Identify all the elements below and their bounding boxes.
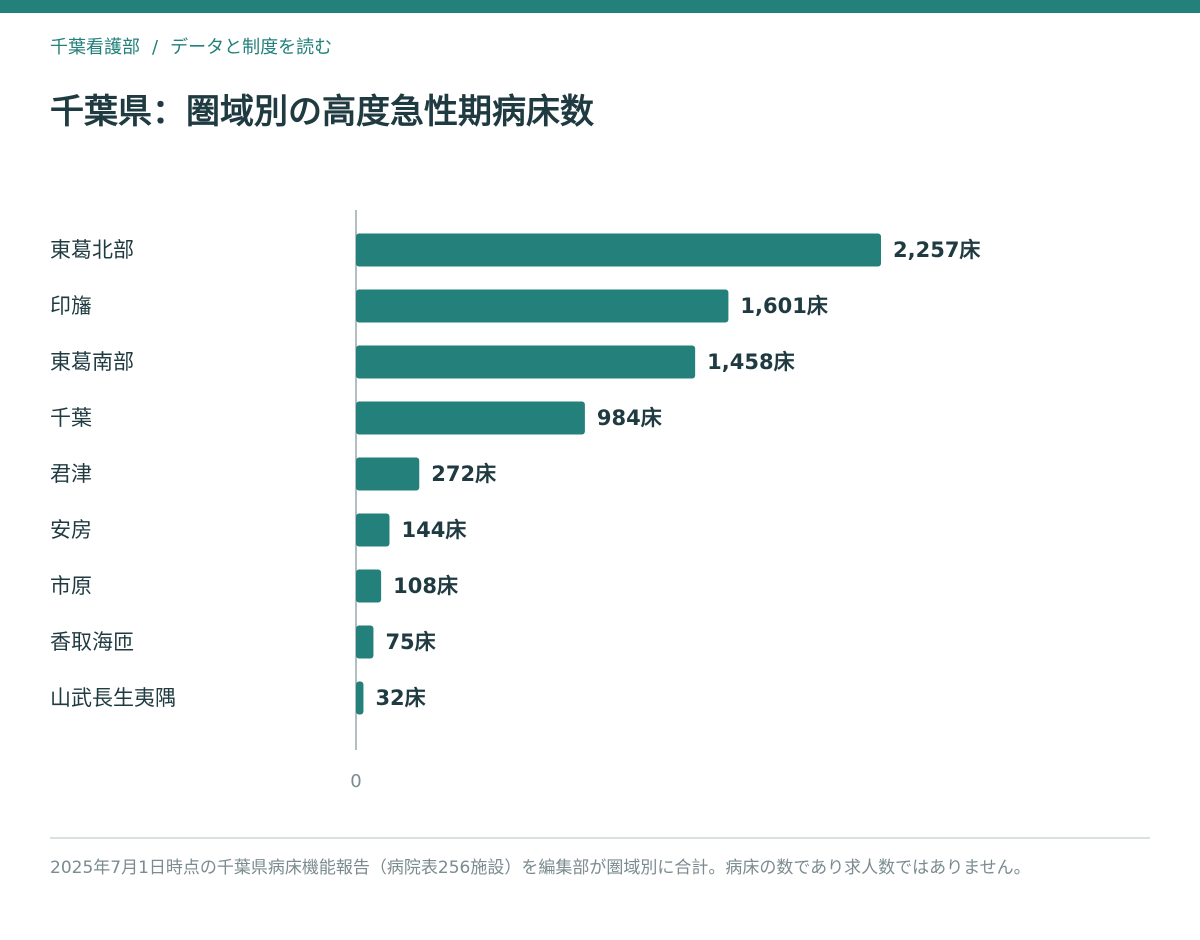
breadcrumb-separator: / (152, 37, 159, 58)
bar (356, 513, 390, 547)
bar (356, 569, 382, 603)
category-label: 千葉 (50, 406, 92, 430)
bar (356, 233, 881, 267)
footnote-divider (50, 837, 1150, 839)
value-label: 1,601床 (740, 294, 827, 318)
bar (356, 681, 364, 715)
bar (356, 289, 729, 323)
value-label: 32床 (375, 686, 425, 710)
value-label: 75床 (385, 630, 435, 654)
page-title: 千葉県：圏域別の高度急性期病床数 (50, 92, 594, 132)
category-label: 香取海匝 (50, 630, 134, 654)
footnote: 2025年7月1日時点の千葉県病床機能報告（病院表256施設）を編集部が圏域別に… (50, 858, 1031, 878)
value-label: 1,458床 (707, 350, 794, 374)
value-label: 272床 (431, 462, 496, 486)
category-label: 安房 (50, 518, 92, 542)
category-label: 印旛 (50, 294, 92, 318)
category-label: 東葛南部 (50, 350, 134, 374)
bar (356, 625, 374, 659)
bar (356, 401, 585, 435)
bar (356, 457, 420, 491)
category-label: 市原 (50, 574, 92, 598)
breadcrumb: 千葉看護部 / データと制度を読む (50, 33, 332, 59)
value-label: 108床 (393, 574, 458, 598)
breadcrumb-parent-link[interactable]: 千葉看護部 (50, 37, 140, 58)
category-label: 君津 (50, 462, 92, 486)
value-label: 144床 (401, 518, 466, 542)
category-label: 東葛北部 (50, 238, 134, 262)
category-label: 山武長生夷隅 (50, 686, 176, 710)
x-tick-label: 0 (350, 771, 361, 792)
bar (356, 345, 696, 379)
value-label: 984床 (597, 406, 662, 430)
breadcrumb-current: データと制度を読む (170, 37, 333, 58)
value-label: 2,257床 (893, 238, 980, 262)
top-accent-band (0, 0, 1200, 13)
